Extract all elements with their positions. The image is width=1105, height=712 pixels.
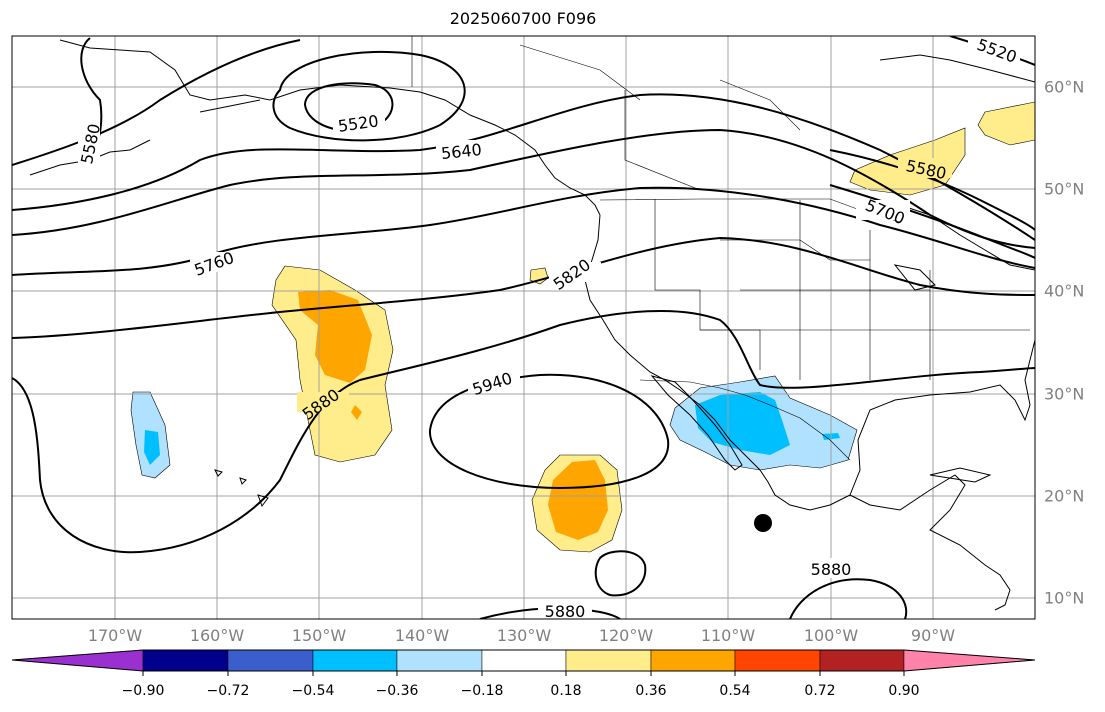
lat-label-30n: 30°N: [1044, 384, 1085, 404]
contour-label-5640: 5640: [440, 140, 482, 163]
lat-label-40n: 40°N: [1044, 281, 1085, 301]
contour-label-5880-c: 5880: [545, 602, 586, 621]
colorbar-tick-label: −0.72: [206, 683, 250, 699]
lon-label-130w: 130°W: [496, 626, 552, 645]
lon-label-140w: 140°W: [394, 626, 450, 645]
negative-anomaly-shading: [130, 375, 858, 479]
lon-label-150w: 150°W: [291, 626, 347, 645]
colorbar-tick-label: 0.72: [804, 683, 836, 699]
coastlines: [29, 39, 1035, 611]
colorbar-tick-label: 0.90: [888, 683, 920, 699]
lon-label-160w: 160°W: [189, 626, 245, 645]
lon-label-170w: 170°W: [87, 626, 143, 645]
lon-label-100w: 100°W: [803, 626, 859, 645]
lat-label-10n: 10°N: [1044, 588, 1085, 608]
lat-label-60n: 60°N: [1044, 77, 1085, 97]
lon-label-110w: 110°W: [700, 626, 756, 645]
lon-label-90w: 90°W: [910, 626, 956, 645]
colorbar-tick-label: −0.90: [121, 683, 165, 699]
lon-label-120w: 120°W: [598, 626, 654, 645]
lat-label-50n: 50°N: [1044, 179, 1085, 199]
contour-label-5520-b: 5520: [975, 35, 1020, 67]
contour-label-5880-b: 5880: [811, 560, 852, 579]
location-marker: [754, 514, 772, 532]
colorbar-tick-label: −0.36: [375, 683, 419, 699]
colorbar-tick-label: 0.54: [719, 683, 751, 699]
colorbar-tick-label: −0.54: [291, 683, 335, 699]
map-title: 2025060700 F096: [449, 9, 597, 28]
map-frame: [11, 35, 1036, 620]
colorbar-tick-label: 0.18: [550, 683, 582, 699]
colorbar-tick-label: −0.18: [460, 683, 504, 699]
lat-label-20n: 20°N: [1044, 486, 1085, 506]
graticule: [12, 36, 1035, 619]
colorbar-tick-label: 0.36: [635, 683, 667, 699]
